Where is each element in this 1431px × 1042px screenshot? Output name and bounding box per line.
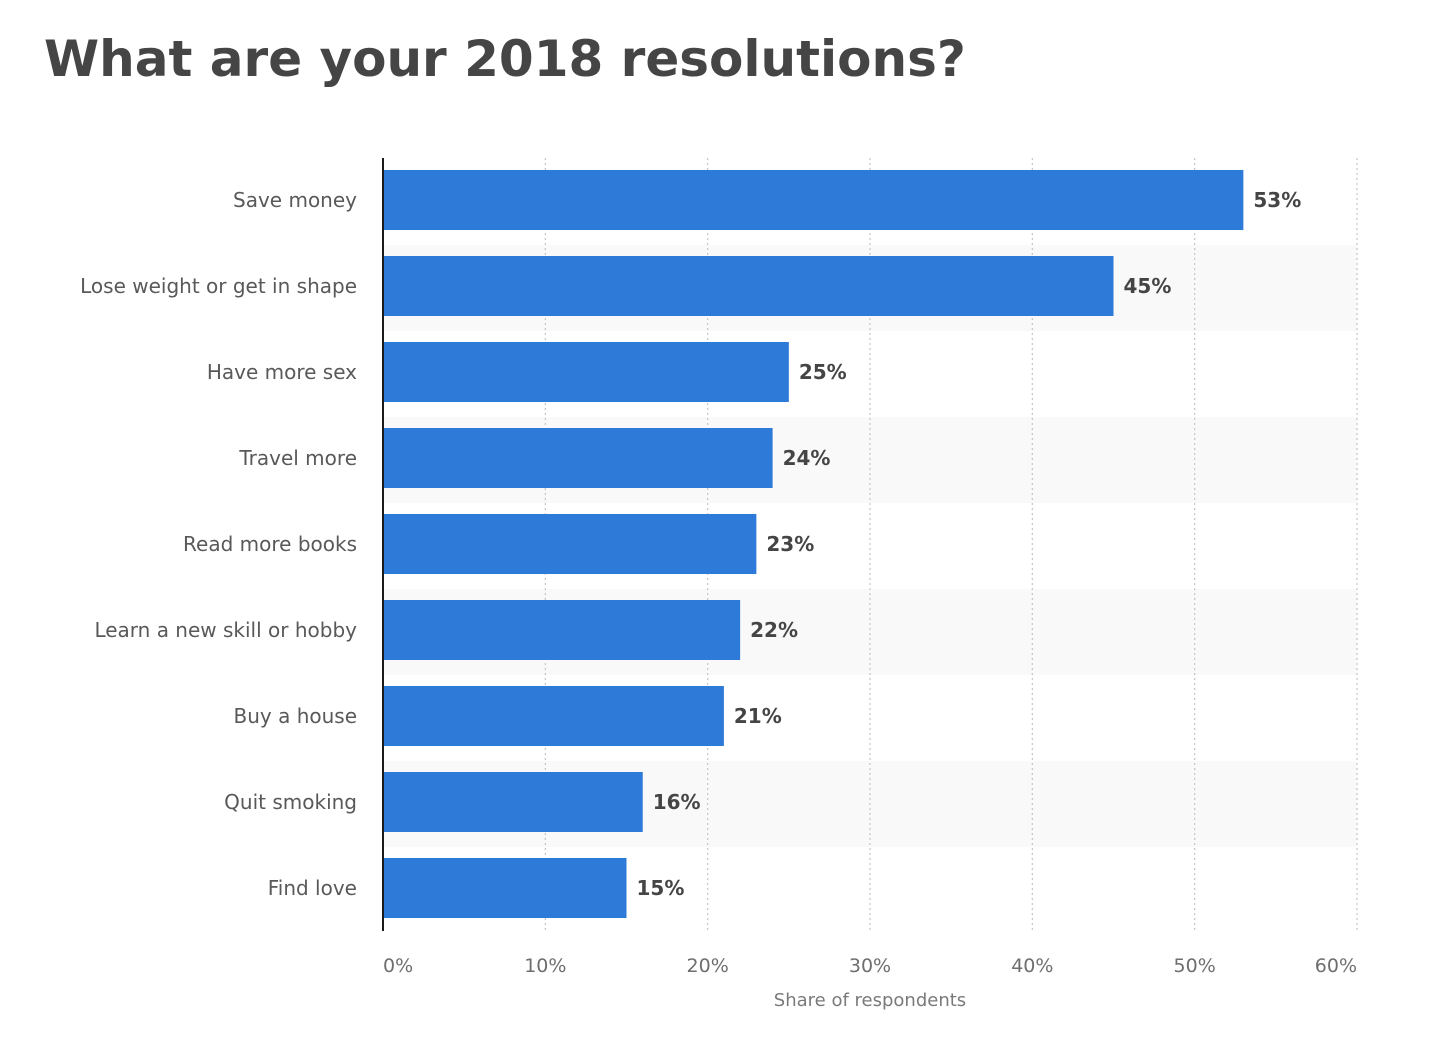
category-label: Quit smoking: [224, 790, 357, 814]
tick-label: 20%: [687, 955, 729, 977]
tick-label: 10%: [524, 955, 566, 977]
value-label: 24%: [783, 446, 831, 470]
category-labels: Save money Lose weight or get in shape Hav…: [80, 188, 357, 900]
value-label: 22%: [750, 618, 798, 642]
category-label: Lose weight or get in shape: [80, 274, 357, 298]
category-label: Have more sex: [207, 360, 357, 384]
value-label: 16%: [653, 790, 701, 814]
bar: [383, 342, 789, 402]
bar: [383, 514, 757, 574]
value-label: 15%: [637, 876, 685, 900]
tick-labels: 0% 10% 20% 30% 40% 50% 60%: [383, 955, 1357, 977]
bar: [383, 256, 1114, 316]
value-labels: 53% 45% 25% 24% 23% 22% 21% 16% 15%: [637, 188, 1302, 900]
tick-label: 40%: [1011, 955, 1053, 977]
bar: [383, 428, 773, 488]
bar: [383, 858, 627, 918]
tick-label: 30%: [849, 955, 891, 977]
category-label: Learn a new skill or hobby: [94, 618, 357, 642]
tick-label: 60%: [1315, 955, 1357, 977]
category-label: Find love: [268, 876, 357, 900]
value-label: 25%: [799, 360, 847, 384]
chart-title: What are your 2018 resolutions?: [44, 30, 966, 88]
value-label: 23%: [766, 532, 814, 556]
category-label: Save money: [233, 188, 357, 212]
bar: [383, 170, 1244, 230]
bars: [383, 170, 1244, 918]
tick-label: 0%: [383, 955, 413, 977]
category-label: Read more books: [183, 532, 357, 556]
tick-label: 50%: [1174, 955, 1216, 977]
bar: [383, 772, 643, 832]
bar: [383, 686, 724, 746]
category-label: Buy a house: [233, 704, 357, 728]
value-label: 53%: [1253, 188, 1301, 212]
x-axis-title: Share of respondents: [774, 990, 966, 1011]
value-label: 45%: [1124, 274, 1172, 298]
bar: [383, 600, 741, 660]
category-label: Travel more: [238, 446, 357, 470]
value-label: 21%: [734, 704, 782, 728]
